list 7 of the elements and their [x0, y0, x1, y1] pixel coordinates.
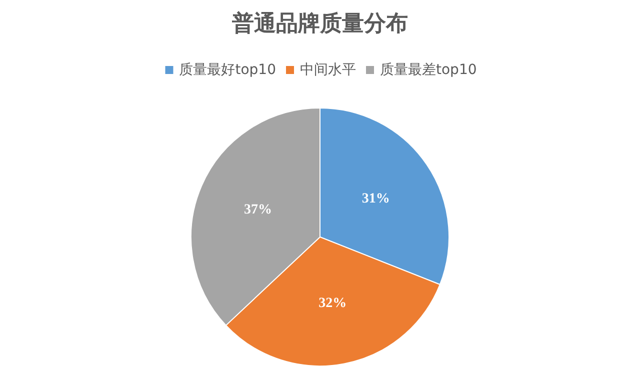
data-label: 37%: [244, 202, 272, 218]
legend-label: 中间水平: [300, 62, 356, 78]
legend-label: 质量最差top10: [380, 62, 477, 78]
chart-title: 普通品牌质量分布: [231, 10, 408, 36]
data-label: 31%: [362, 192, 390, 207]
data-label: 32%: [318, 296, 347, 311]
legend-label: 质量最好top10: [179, 62, 276, 78]
